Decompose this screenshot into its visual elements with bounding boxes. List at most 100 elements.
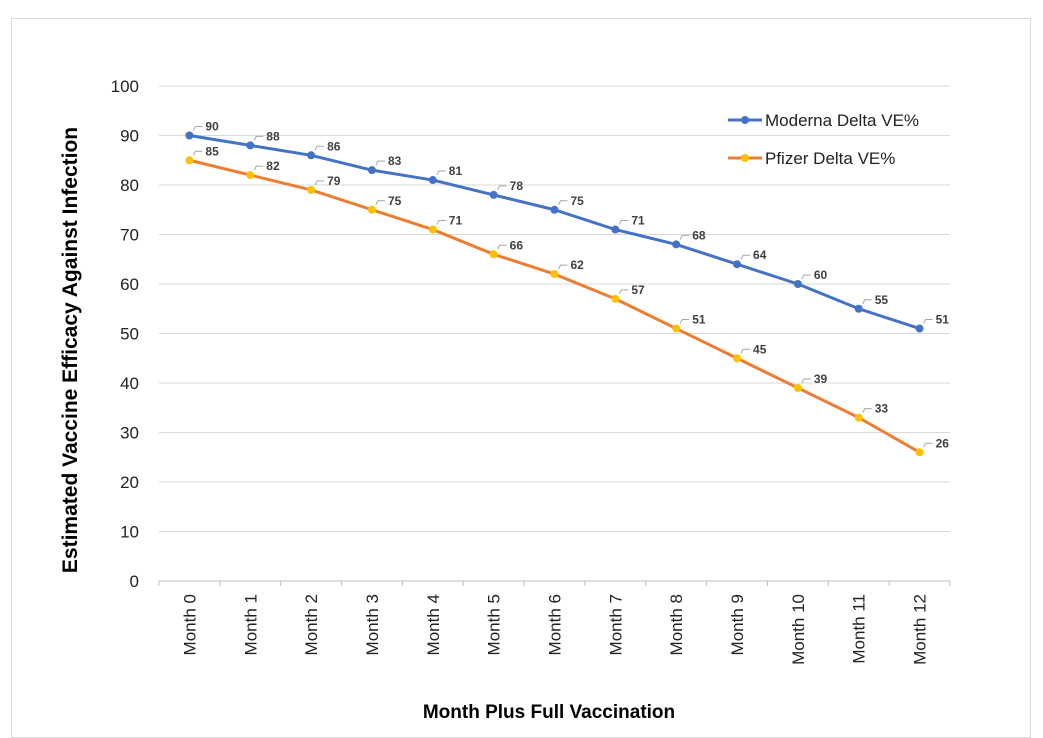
leader-line — [740, 254, 751, 260]
x-tick-label: Month 11 — [850, 594, 869, 664]
data-label: 68 — [692, 228, 706, 242]
series-pfizer: 85 82 79 75 71 66 62 57 51 45 39 33 26 — [185, 144, 950, 457]
data-point — [307, 151, 316, 160]
data-label: 45 — [753, 342, 767, 356]
leader-line — [558, 200, 568, 205]
legend: Moderna Delta VE% Pfizer Delta VE% — [728, 111, 919, 168]
x-tick-label: Month 0 — [180, 594, 199, 655]
data-label: 81 — [449, 164, 463, 178]
data-point — [733, 260, 742, 269]
leader-line — [679, 319, 690, 324]
leader-line — [497, 244, 507, 250]
data-label: 78 — [510, 179, 524, 193]
data-point — [611, 225, 620, 234]
data-point — [915, 448, 924, 457]
x-tick-label: Month 2 — [302, 594, 321, 655]
data-label: 62 — [571, 258, 585, 272]
data-label: 33 — [875, 402, 889, 416]
y-tick-label: 90 — [120, 127, 139, 146]
data-point — [489, 190, 498, 199]
chart-frame — [11, 18, 1031, 738]
leader-line — [253, 135, 264, 141]
series-line — [189, 158, 921, 454]
data-label: 83 — [388, 154, 402, 168]
y-tick-label: 60 — [120, 275, 139, 294]
y-tick-label: 20 — [120, 473, 139, 492]
x-tick-label: Month 6 — [546, 594, 565, 655]
data-label: 75 — [388, 194, 402, 208]
x-tick-label: Month 9 — [728, 594, 747, 655]
data-point — [367, 166, 376, 175]
leader-line — [314, 180, 325, 186]
leader-line — [801, 378, 811, 384]
leader-line — [558, 264, 568, 270]
data-label: 85 — [205, 144, 219, 158]
y-axis-title: Estimated Vaccine Efficacy Against Infec… — [59, 127, 82, 573]
y-tick-label: 100 — [111, 77, 139, 96]
y-tick-label: 0 — [130, 572, 139, 591]
y-tick-label: 10 — [120, 523, 139, 542]
data-label: 60 — [814, 268, 828, 282]
leader-line — [375, 200, 385, 205]
data-point — [428, 176, 437, 185]
data-label: 51 — [936, 313, 950, 327]
data-point — [550, 205, 559, 214]
legend-item: Moderna Delta VE% — [728, 111, 919, 130]
data-label: 90 — [205, 120, 219, 134]
y-axis-ticks: 0 10 20 30 40 50 60 70 80 90 100 — [111, 77, 139, 591]
x-tick-label: Month 10 — [789, 594, 808, 665]
legend-label: Moderna Delta VE% — [765, 111, 919, 130]
series-moderna: 90 88 86 83 81 78 75 71 68 64 60 55 51 — [185, 120, 949, 333]
leader-line — [862, 408, 872, 413]
data-label: 82 — [266, 159, 280, 173]
leader-line — [923, 319, 933, 324]
data-point — [367, 205, 376, 214]
series-group: 90 88 86 83 81 78 75 71 68 64 60 55 51 85 82 79 75 71 66 62… — [185, 120, 949, 457]
leader-line — [862, 299, 872, 304]
x-tick-label: Month 12 — [911, 594, 930, 665]
leader-line — [618, 220, 629, 225]
x-tick-label: Month 1 — [241, 594, 260, 655]
data-point — [246, 171, 255, 180]
leader-line — [923, 442, 933, 448]
data-label: 26 — [936, 436, 950, 450]
y-tick-label: 40 — [120, 374, 139, 393]
data-point — [793, 383, 802, 392]
y-tick-label: 80 — [120, 176, 139, 195]
data-point — [428, 225, 437, 234]
leader-line — [497, 185, 507, 191]
data-point — [672, 240, 681, 249]
y-tick-label: 50 — [120, 325, 139, 344]
x-axis-ticks: Month 0 Month 1 Month 2 Month 3 Month 4 Month… — [158, 581, 951, 665]
x-tick-label: Month 7 — [606, 594, 625, 655]
legend-marker — [741, 116, 749, 124]
data-point — [672, 324, 681, 333]
data-point — [793, 280, 802, 288]
y-tick-label: 70 — [120, 226, 139, 245]
leader-line — [618, 289, 629, 295]
leader-line — [436, 170, 446, 176]
data-point — [550, 270, 559, 279]
data-point — [915, 324, 924, 333]
y-tick-label: 30 — [120, 424, 139, 443]
data-label: 57 — [631, 283, 645, 297]
data-point — [185, 131, 194, 140]
leader-line — [740, 348, 751, 354]
leader-line — [192, 126, 203, 131]
legend-item: Pfizer Delta VE% — [728, 149, 895, 168]
data-point — [489, 250, 498, 259]
data-label: 51 — [692, 313, 706, 327]
x-tick-label: Month 5 — [485, 594, 504, 655]
data-point — [854, 304, 863, 313]
data-point — [246, 141, 255, 150]
data-label: 66 — [510, 238, 524, 252]
data-point — [307, 185, 316, 194]
leader-line — [436, 220, 446, 225]
data-label: 79 — [327, 174, 341, 188]
x-tick-label: Month 8 — [667, 594, 686, 655]
legend-label: Pfizer Delta VE% — [765, 149, 895, 168]
x-tick-label: Month 3 — [363, 594, 382, 655]
x-tick-label: Month 4 — [424, 594, 443, 655]
data-label: 75 — [571, 194, 585, 208]
